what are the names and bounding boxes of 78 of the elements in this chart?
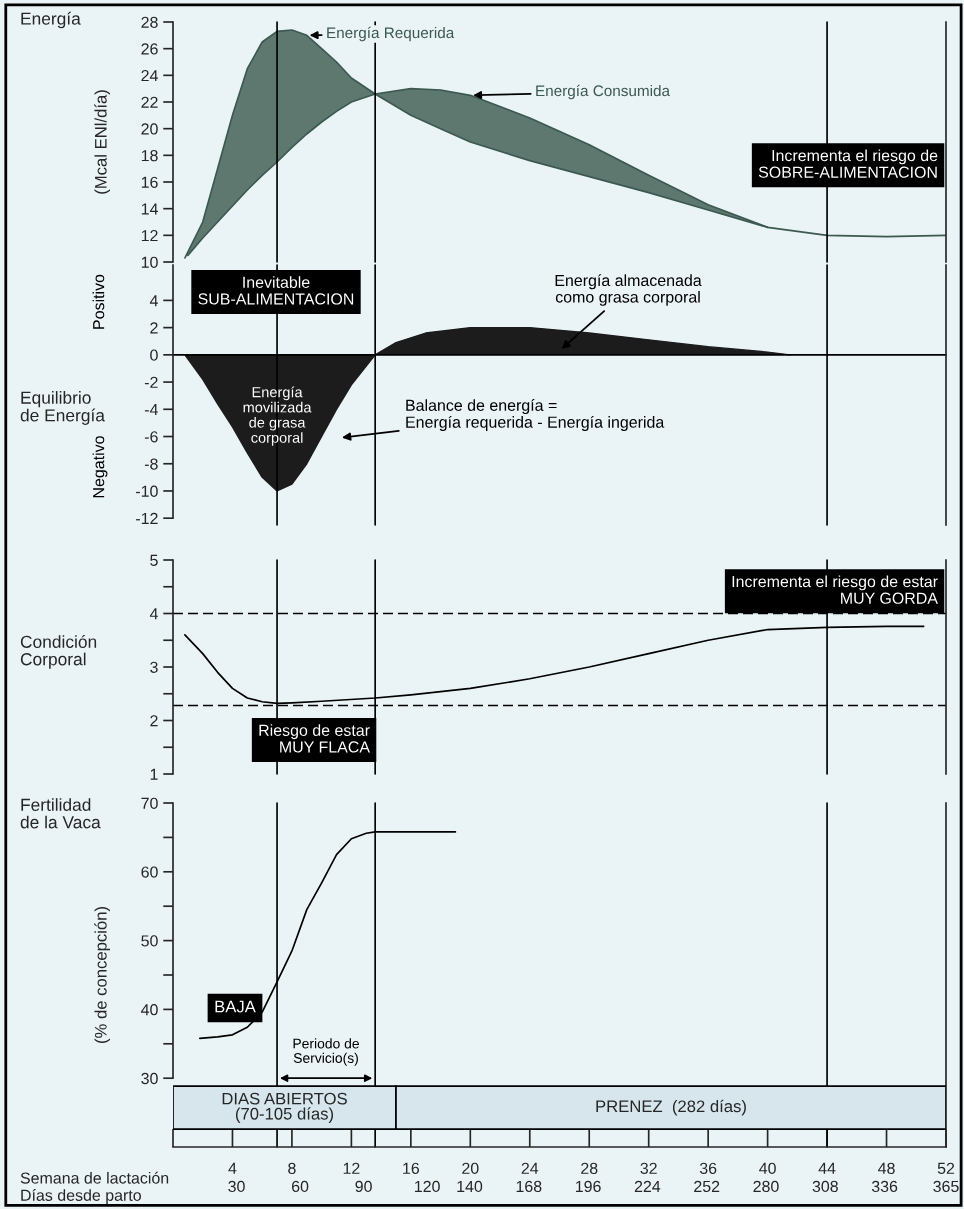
x-tick-label: 20 <box>462 1162 479 1175</box>
x2-tick-label: 120 <box>415 1180 440 1193</box>
x-tick-label: 40 <box>759 1162 776 1175</box>
y-tick-label: 22 <box>141 96 158 108</box>
text: Condición Corporal <box>20 634 97 669</box>
y-tick-label: 26 <box>141 43 158 55</box>
y-tick-label: 60 <box>141 866 158 878</box>
x2-tick-label: 60 <box>292 1180 309 1193</box>
y-tick-label: -4 <box>144 404 158 416</box>
x-tick-label: 8 <box>288 1162 296 1175</box>
x2-tick-label: 140 <box>457 1180 483 1193</box>
y-tick-label: 2 <box>150 322 158 334</box>
y-tick-label: 50 <box>141 935 158 947</box>
x2-tick-label: 224 <box>634 1180 661 1192</box>
y-tick-label: -12 <box>136 512 158 524</box>
y-tick-label: 14 <box>141 203 158 215</box>
x2-tick-label: 308 <box>812 1180 838 1193</box>
y-tick-label: 16 <box>141 176 158 188</box>
y-tick-label: 30 <box>141 1072 158 1085</box>
y-tick-label: 40 <box>141 1004 158 1016</box>
x-tick-label: 24 <box>521 1162 539 1174</box>
x2-tick-label: 280 <box>753 1180 779 1193</box>
text: Equilibrio de Energía <box>20 391 105 425</box>
x2-axis-title: Días desde parto <box>21 1189 141 1205</box>
y-tick-label: -8 <box>144 458 158 470</box>
x-axis-title: Semana de lactación <box>20 1171 169 1184</box>
x2-tick-label: 90 <box>355 1180 372 1193</box>
annotation: Periodo de Servicio(s) <box>293 1038 359 1066</box>
x2-tick-label: 336 <box>871 1180 898 1193</box>
y-tick-label: 0 <box>150 349 158 361</box>
x2-tick-label: 196 <box>575 1180 601 1193</box>
chart-title: Energía <box>21 11 81 29</box>
x-tick-label: 52 <box>937 1162 955 1175</box>
x-tick-label: 12 <box>343 1162 360 1174</box>
y-axis-title: (% de concepción) <box>94 907 110 1043</box>
y-tick-label: 12 <box>141 229 158 242</box>
x-tick-label: 16 <box>403 1162 420 1175</box>
text: Positivo <box>92 274 105 329</box>
y-tick-label: 70 <box>141 797 158 809</box>
annotation: Riesgo de estar MUY FLACA <box>259 724 370 753</box>
annotation: BAJA <box>215 1000 256 1013</box>
chart-title: Fertilidad de la Vaca <box>20 798 101 829</box>
x-tick-label: 36 <box>699 1162 717 1175</box>
x-tick-label: 48 <box>878 1162 895 1175</box>
x-tick-label: 4 <box>228 1162 237 1174</box>
y-tick-label: 18 <box>141 149 158 162</box>
band-label: DIAS ABIERTOS (70-105 días) <box>222 1092 347 1123</box>
x-tick-label: 32 <box>640 1162 657 1175</box>
x2-tick-label: 30 <box>228 1180 245 1193</box>
y-tick-label: 1 <box>150 768 158 780</box>
x-tick-label: 28 <box>581 1162 598 1175</box>
annotation: Energía movilizada de grasa corporal <box>243 386 312 446</box>
annotation: Inevitable SUB-ALIMENTACION <box>198 276 354 305</box>
y-tick-label: 3 <box>150 661 158 673</box>
annotation: Balance de energía = Energía requerida - Energía ingerida <box>406 399 665 431</box>
y-tick-label: -2 <box>144 376 158 388</box>
y-tick-label: 20 <box>141 123 158 135</box>
annotation: Incrementa el riesgo de SOBRE-ALIMENTACION <box>758 149 938 178</box>
y-axis-title: (Mcal ENl/día) <box>94 90 110 194</box>
y-tick-label: 4 <box>149 608 158 620</box>
y-tick-label: 28 <box>141 16 158 28</box>
y-tick-label: 2 <box>150 715 158 727</box>
band-label: PRENEZ (282 días) <box>596 1099 746 1116</box>
y-tick-label: 24 <box>141 69 158 82</box>
y-tick-label: 4 <box>149 295 158 307</box>
y-tick-label: -6 <box>144 431 158 443</box>
x2-tick-label: 365 <box>933 1180 959 1193</box>
x2-tick-label: 252 <box>694 1180 720 1193</box>
annotation: Energía almacenada como grasa corporal <box>555 274 702 306</box>
series-label: Energía Requerida <box>327 26 455 42</box>
text: Negativo <box>92 436 108 498</box>
x2-tick-label: 168 <box>516 1180 542 1193</box>
series-label: Energía Consumida <box>536 84 671 100</box>
y-tick-label: 5 <box>150 554 158 566</box>
x-tick-label: 44 <box>818 1162 836 1174</box>
y-tick-label: 10 <box>141 256 158 268</box>
annotation: Incrementa el riesgo de estar MUY GORDA <box>732 575 938 604</box>
y-tick-label: -10 <box>136 485 158 497</box>
